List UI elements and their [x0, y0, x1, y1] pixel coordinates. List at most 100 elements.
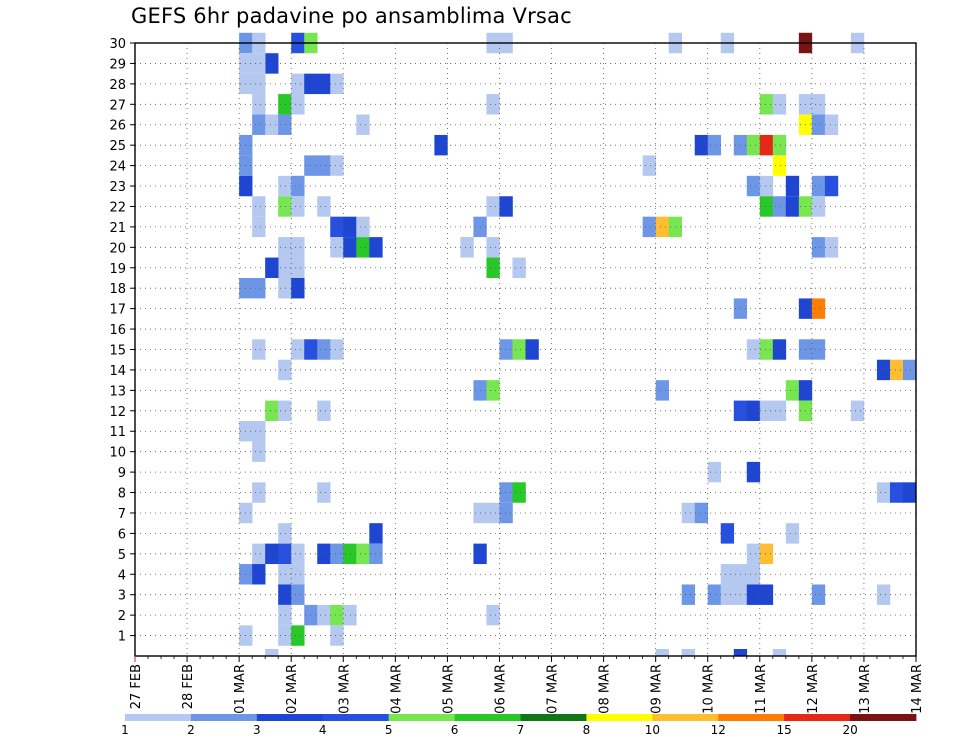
- heatmap-cell: [772, 155, 787, 176]
- heatmap-cell: [278, 604, 292, 626]
- y-tick-label: 11: [109, 425, 126, 440]
- heatmap-cell: [317, 155, 331, 176]
- y-tick-label: 26: [109, 119, 126, 134]
- heatmap-cell: [356, 543, 370, 565]
- heatmap-cell: [252, 482, 266, 503]
- heatmap-cell: [278, 277, 292, 299]
- heatmap-cell: [278, 400, 292, 422]
- legend-label: 5: [385, 723, 393, 737]
- x-tick-label: 28 FEB: [181, 664, 196, 709]
- heatmap-cell: [746, 134, 761, 156]
- heatmap-cell: [356, 237, 370, 258]
- heatmap-cell: [850, 400, 865, 422]
- heatmap-cell: [486, 604, 500, 626]
- heatmap-cell: [330, 237, 344, 258]
- heatmap-cell: [642, 216, 656, 238]
- heatmap-cell: [746, 461, 761, 483]
- y-tick-label: 30: [109, 37, 126, 52]
- heatmap-cell: [291, 257, 305, 278]
- heatmap-cell: [889, 482, 904, 503]
- heatmap-cell: [486, 380, 500, 401]
- heatmap-cell: [291, 175, 305, 197]
- heatmap-cell: [278, 94, 292, 115]
- heatmap-cell: [291, 277, 305, 299]
- heatmap-cell: [512, 339, 526, 360]
- heatmap-cell: [460, 237, 474, 258]
- heatmap-cell: [694, 502, 709, 524]
- y-tick-label: 4: [118, 568, 126, 583]
- heatmap-cell: [486, 237, 500, 258]
- heatmap-cell: [330, 339, 344, 360]
- heatmap-cell: [278, 175, 292, 197]
- x-tick-label: 02 MAR: [285, 664, 300, 714]
- x-axis: 27 FEB 28 FEB 01 MAR 02 MAR 03 MAR 04 MAR 05 M…: [129, 656, 925, 714]
- heatmap-cell: [278, 523, 292, 544]
- heatmap-cell: [824, 114, 839, 135]
- heatmap-cell: [291, 196, 305, 217]
- legend-label: 3: [253, 723, 261, 737]
- heatmap-cell: [291, 73, 305, 95]
- heatmap-cell: [317, 196, 331, 217]
- y-tick-label: 18: [109, 282, 126, 297]
- heatmap-cell: [746, 543, 761, 565]
- heatmap-cell: [291, 237, 305, 258]
- heatmap-cell: [252, 339, 266, 360]
- heatmap-cell: [889, 359, 904, 381]
- heatmap-cell: [785, 175, 800, 197]
- heatmap-cell: [486, 196, 500, 217]
- y-tick-label: 13: [109, 384, 126, 399]
- heatmap-cell: [681, 502, 696, 524]
- legend-swatch: [652, 714, 719, 721]
- heatmap-cell: [811, 298, 826, 319]
- heatmap-cell: [499, 482, 513, 503]
- x-tick-label: 03 MAR: [337, 664, 352, 714]
- y-tick-label: 29: [109, 57, 126, 72]
- heatmap-cell: [291, 625, 305, 646]
- heatmap-cell: [746, 400, 761, 422]
- heatmap-cell: [759, 584, 774, 605]
- heatmap-cell: [356, 216, 370, 238]
- x-tick-label: 04 MAR: [389, 664, 404, 714]
- heatmap-cell: [278, 257, 292, 278]
- heatmap-cell: [642, 155, 656, 176]
- heatmap-cell: [343, 216, 357, 238]
- y-tick-label: 1: [118, 630, 126, 645]
- heatmap-cell: [317, 482, 331, 503]
- heatmap-cell: [434, 134, 448, 156]
- heatmap-cell: [252, 421, 266, 442]
- heatmap-cell: [720, 523, 735, 544]
- heatmap-cell: [655, 649, 669, 656]
- heatmap-cell: [902, 359, 917, 381]
- heatmap-cell: [655, 216, 669, 238]
- legend-swatch: [322, 714, 390, 721]
- color-legend: 1 2 3 4 5 6 7 8 10 12 15 20: [121, 714, 917, 737]
- heatmap-cell: [252, 564, 266, 585]
- heatmap-cell: [343, 543, 357, 565]
- legend-label: 2: [187, 723, 195, 737]
- heatmap-cell: [811, 94, 826, 115]
- heatmap-cell: [512, 482, 526, 503]
- y-tick-label: 16: [109, 323, 126, 338]
- legend-label: 6: [451, 723, 459, 737]
- heatmap-cell: [330, 625, 344, 646]
- y-tick-label: 10: [109, 446, 126, 461]
- legend-swatch: [454, 714, 521, 721]
- heatmap-cell: [278, 584, 292, 605]
- heatmap-cell: [902, 482, 917, 503]
- y-tick-label: 22: [109, 200, 126, 215]
- heatmap-cell: [785, 196, 800, 217]
- heatmap-cell: [811, 175, 826, 197]
- legend-label: 12: [711, 723, 726, 737]
- legend-swatch: [586, 714, 653, 721]
- heatmap-cell: [317, 400, 331, 422]
- heatmap-cell: [278, 114, 292, 135]
- y-tick-label: 7: [118, 507, 126, 522]
- heatmap-cell: [720, 584, 735, 605]
- legend-swatch: [520, 714, 587, 721]
- heatmap-cell: [291, 543, 305, 565]
- y-tick-label: 8: [118, 487, 126, 502]
- legend-swatch: [718, 714, 785, 721]
- heatmap-cell: [252, 216, 266, 238]
- heatmap-cell: [499, 339, 513, 360]
